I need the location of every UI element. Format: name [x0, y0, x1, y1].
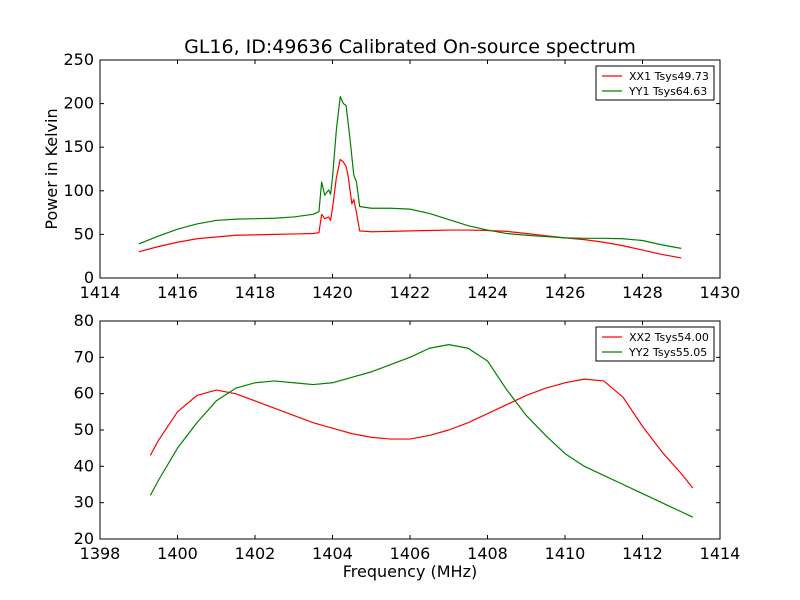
y-tick-label-0-4: 200 [63, 94, 94, 113]
legend-label-1-1: YY2 Tsys55.05 [628, 346, 707, 359]
lower-spectrum-panel: 1398 1400 1402 1404 1406 1408 1410 1412 1414 20 30… [74, 311, 741, 563]
y-tick-label-1-6: 80 [74, 311, 94, 330]
x-tick-label-1-2: 1402 [235, 544, 276, 563]
y-tick-label-0-3: 150 [63, 137, 94, 156]
y-tick-label-1-1: 30 [74, 493, 94, 512]
y-axis-label: Power in Kelvin [42, 108, 61, 229]
x-tick-label-1-5: 1408 [467, 544, 508, 563]
y-tick-label-1-4: 60 [74, 384, 94, 403]
x-tick-label-1-4: 1406 [390, 544, 431, 563]
series-line-1-1 [149, 344, 694, 518]
y-tick-label-0-2: 100 [63, 181, 94, 200]
y-tick-label-1-3: 50 [74, 420, 94, 439]
upper-spectrum-panel: 1414 1416 1418 1420 1422 1424 1426 1428 1430 0 50 1… [63, 50, 740, 302]
y-tick-label-1-5: 70 [74, 347, 94, 366]
x-tick-label-0-7: 1428 [622, 283, 663, 302]
legend-label-1-0: XX2 Tsys54.00 [629, 331, 709, 344]
x-tick-label-0-3: 1420 [312, 283, 353, 302]
x-tick-label-1-3: 1404 [312, 544, 353, 563]
y-tick-label-0-0: 0 [84, 268, 94, 287]
x-axis-label: Frequency (MHz) [343, 562, 477, 581]
x-tick-label-0-0: 1414 [80, 283, 121, 302]
figure-title: GL16, ID:49636 Calibrated On-source spec… [184, 36, 636, 58]
x-tick-label-1-8: 1414 [700, 544, 741, 563]
x-tick-label-0-8: 1430 [700, 283, 741, 302]
y-tick-label-1-2: 40 [74, 456, 94, 475]
legend-box-0 [595, 65, 715, 101]
y-tick-label-0-5: 250 [63, 50, 94, 69]
x-tick-label-1-1: 1400 [157, 544, 198, 563]
x-tick-label-1-0: 1398 [80, 544, 121, 563]
x-tick-label-1-7: 1412 [622, 544, 663, 563]
x-tick-label-0-4: 1422 [390, 283, 431, 302]
series-line-0-0 [138, 158, 682, 259]
x-tick-label-1-6: 1410 [545, 544, 586, 563]
y-tick-label-0-1: 50 [74, 224, 94, 243]
legend-label-0-1: YY1 Tsys64.63 [628, 85, 707, 98]
series-line-1-0 [149, 378, 694, 489]
legend-box-1 [595, 326, 715, 362]
y-tick-label-1-0: 20 [74, 529, 94, 548]
x-tick-label-0-6: 1426 [545, 283, 586, 302]
x-tick-label-0-2: 1418 [235, 283, 276, 302]
legend-label-0-0: XX1 Tsys49.73 [629, 70, 709, 83]
x-tick-label-0-5: 1424 [467, 283, 508, 302]
x-tick-label-0-1: 1416 [157, 283, 198, 302]
series-line-0-1 [138, 96, 682, 249]
